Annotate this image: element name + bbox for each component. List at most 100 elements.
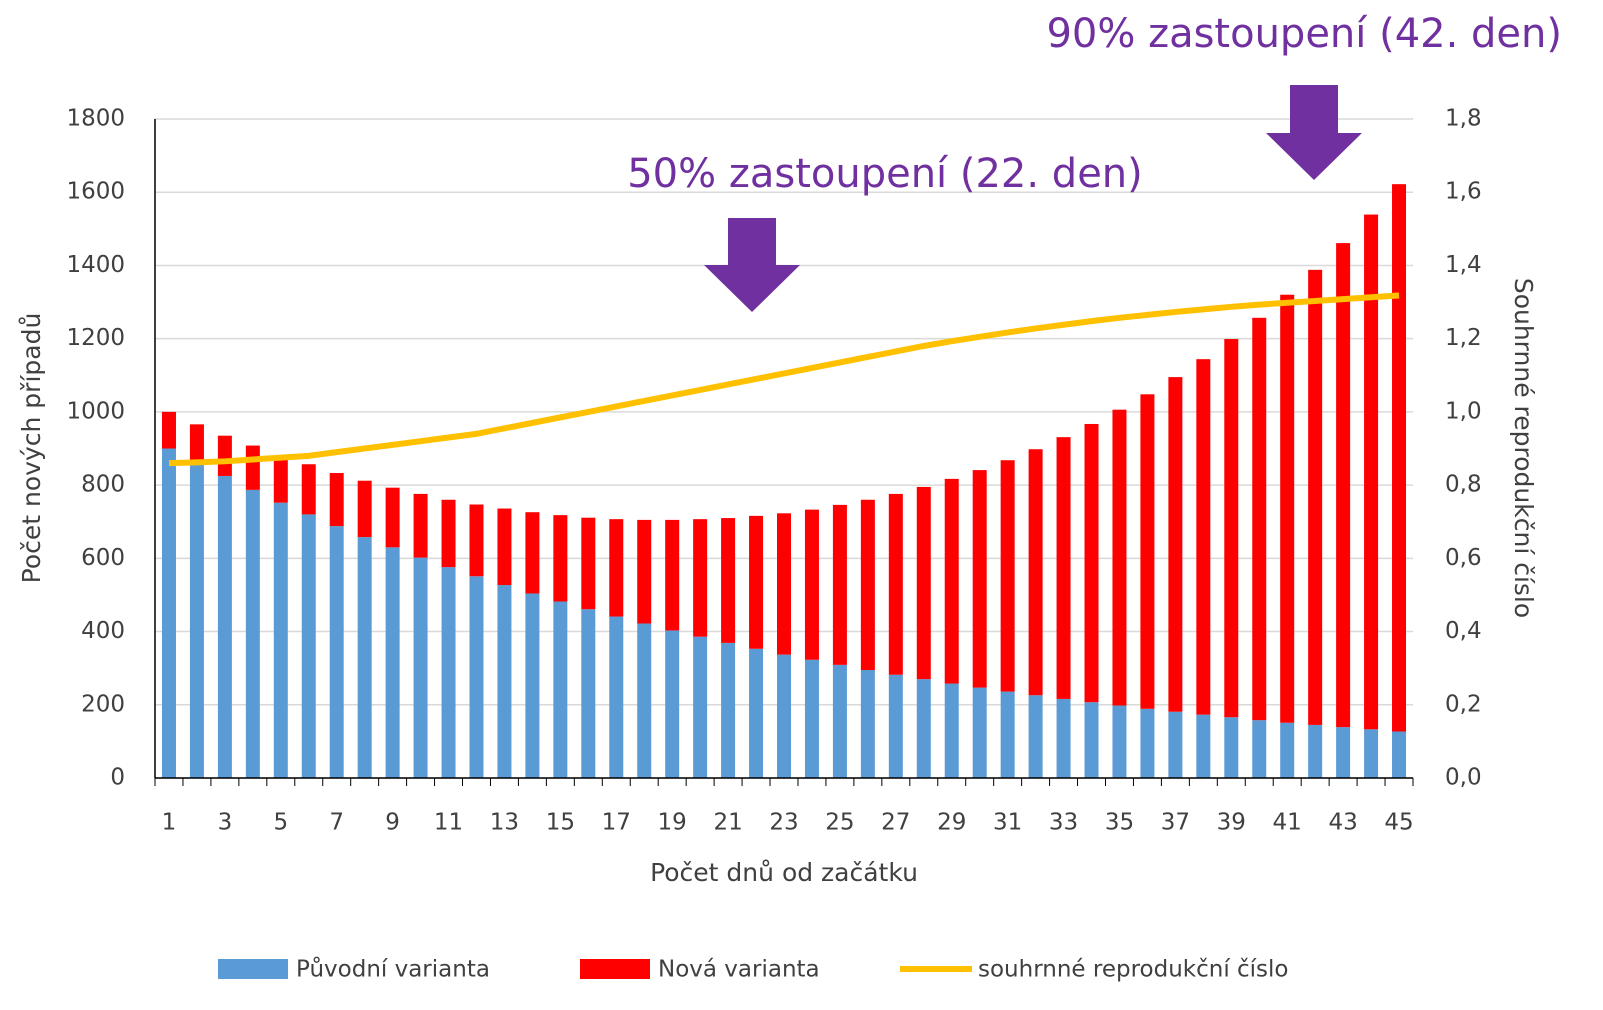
bar [1112, 705, 1127, 778]
y2-tick-label: 0,6 [1445, 545, 1482, 571]
bar [860, 669, 875, 778]
bar [972, 470, 987, 688]
bar [1252, 317, 1267, 721]
y-tick-label: 400 [81, 618, 125, 644]
bar [525, 512, 540, 594]
bar [581, 609, 596, 778]
bar [749, 515, 764, 649]
bar [329, 526, 344, 778]
bar [525, 593, 540, 778]
bar [637, 623, 652, 778]
bar [413, 493, 428, 558]
bar [693, 636, 708, 778]
bar [637, 519, 652, 624]
y2-tick-label: 1,6 [1445, 179, 1482, 205]
y-tick-label: 1000 [66, 398, 125, 424]
x-tick-label: 45 [1384, 810, 1413, 836]
bar [385, 547, 400, 778]
bar [832, 504, 847, 665]
x-tick-label: 39 [1217, 810, 1246, 836]
bar [804, 509, 819, 660]
x-tick-label: 5 [273, 810, 288, 836]
x-tick-label: 21 [713, 810, 742, 836]
bar [916, 679, 931, 778]
bar [1252, 720, 1267, 778]
bar [441, 499, 456, 568]
y-tick-label: 800 [81, 472, 125, 498]
bar [189, 463, 204, 778]
bar [1364, 729, 1379, 778]
x-tick-label: 33 [1049, 810, 1078, 836]
bar [1168, 711, 1183, 778]
x-tick-label: 1 [162, 810, 177, 836]
bar [665, 630, 680, 778]
x-tick-label: 29 [937, 810, 966, 836]
bar [217, 475, 232, 778]
bar [161, 411, 176, 449]
legend-swatch [218, 959, 288, 979]
x-tick-label: 13 [490, 810, 519, 836]
bar [944, 478, 959, 684]
bar [1224, 717, 1239, 778]
bar [1224, 339, 1239, 718]
bar [721, 642, 736, 778]
y-tick-label: 200 [81, 691, 125, 717]
bar [1000, 460, 1015, 692]
y2-axis-title: Souhrnné reprodukční číslo [1509, 278, 1538, 618]
bar [804, 659, 819, 778]
x-tick-label: 31 [993, 810, 1022, 836]
y-axis-title: Počet nových případů [17, 313, 46, 584]
annotation: 50% zastoupení (22. den) [627, 151, 1143, 197]
y2-tick-label: 0,4 [1445, 618, 1482, 644]
bar [385, 487, 400, 548]
bar [441, 567, 456, 778]
y2-tick-label: 1,2 [1445, 325, 1482, 351]
x-tick-label: 9 [385, 810, 400, 836]
bar [665, 519, 680, 631]
x-tick-label: 43 [1328, 810, 1357, 836]
bar [1056, 437, 1071, 699]
bar [553, 601, 568, 778]
bar [777, 654, 791, 778]
x-tick-label: 35 [1105, 810, 1134, 836]
bar [1112, 409, 1127, 706]
bar [1028, 695, 1043, 778]
bar [301, 464, 316, 515]
bar [329, 473, 344, 527]
y-tick-label: 600 [81, 545, 125, 571]
bar [273, 455, 288, 503]
bar [860, 499, 875, 670]
bar [245, 489, 260, 778]
bar [189, 424, 204, 464]
bar [245, 445, 260, 490]
bar [1364, 214, 1379, 730]
y2-tick-label: 1,4 [1445, 252, 1482, 278]
x-tick-label: 19 [658, 810, 687, 836]
y-tick-label: 0 [110, 765, 125, 791]
bar [1196, 714, 1211, 778]
x-tick-label: 25 [825, 810, 854, 836]
y2-tick-label: 0,0 [1445, 765, 1482, 791]
bar [1140, 394, 1155, 709]
x-axis-title: Počet dnů od začátku [650, 858, 918, 887]
bar [1028, 449, 1043, 696]
bar [944, 683, 959, 778]
bar [721, 518, 736, 643]
bar [972, 687, 987, 778]
bar [357, 537, 372, 778]
bar [273, 502, 288, 778]
y-tick-label: 1200 [66, 325, 125, 351]
bar [1280, 294, 1295, 723]
bar [1392, 731, 1407, 778]
bar [161, 448, 176, 778]
bar [301, 514, 316, 778]
bar [888, 674, 903, 778]
legend-swatch [580, 959, 650, 979]
bar [497, 508, 512, 586]
bar [581, 517, 596, 610]
bar [469, 504, 484, 577]
x-tick-label: 17 [602, 810, 631, 836]
bar [497, 585, 512, 778]
bar [1336, 243, 1351, 728]
